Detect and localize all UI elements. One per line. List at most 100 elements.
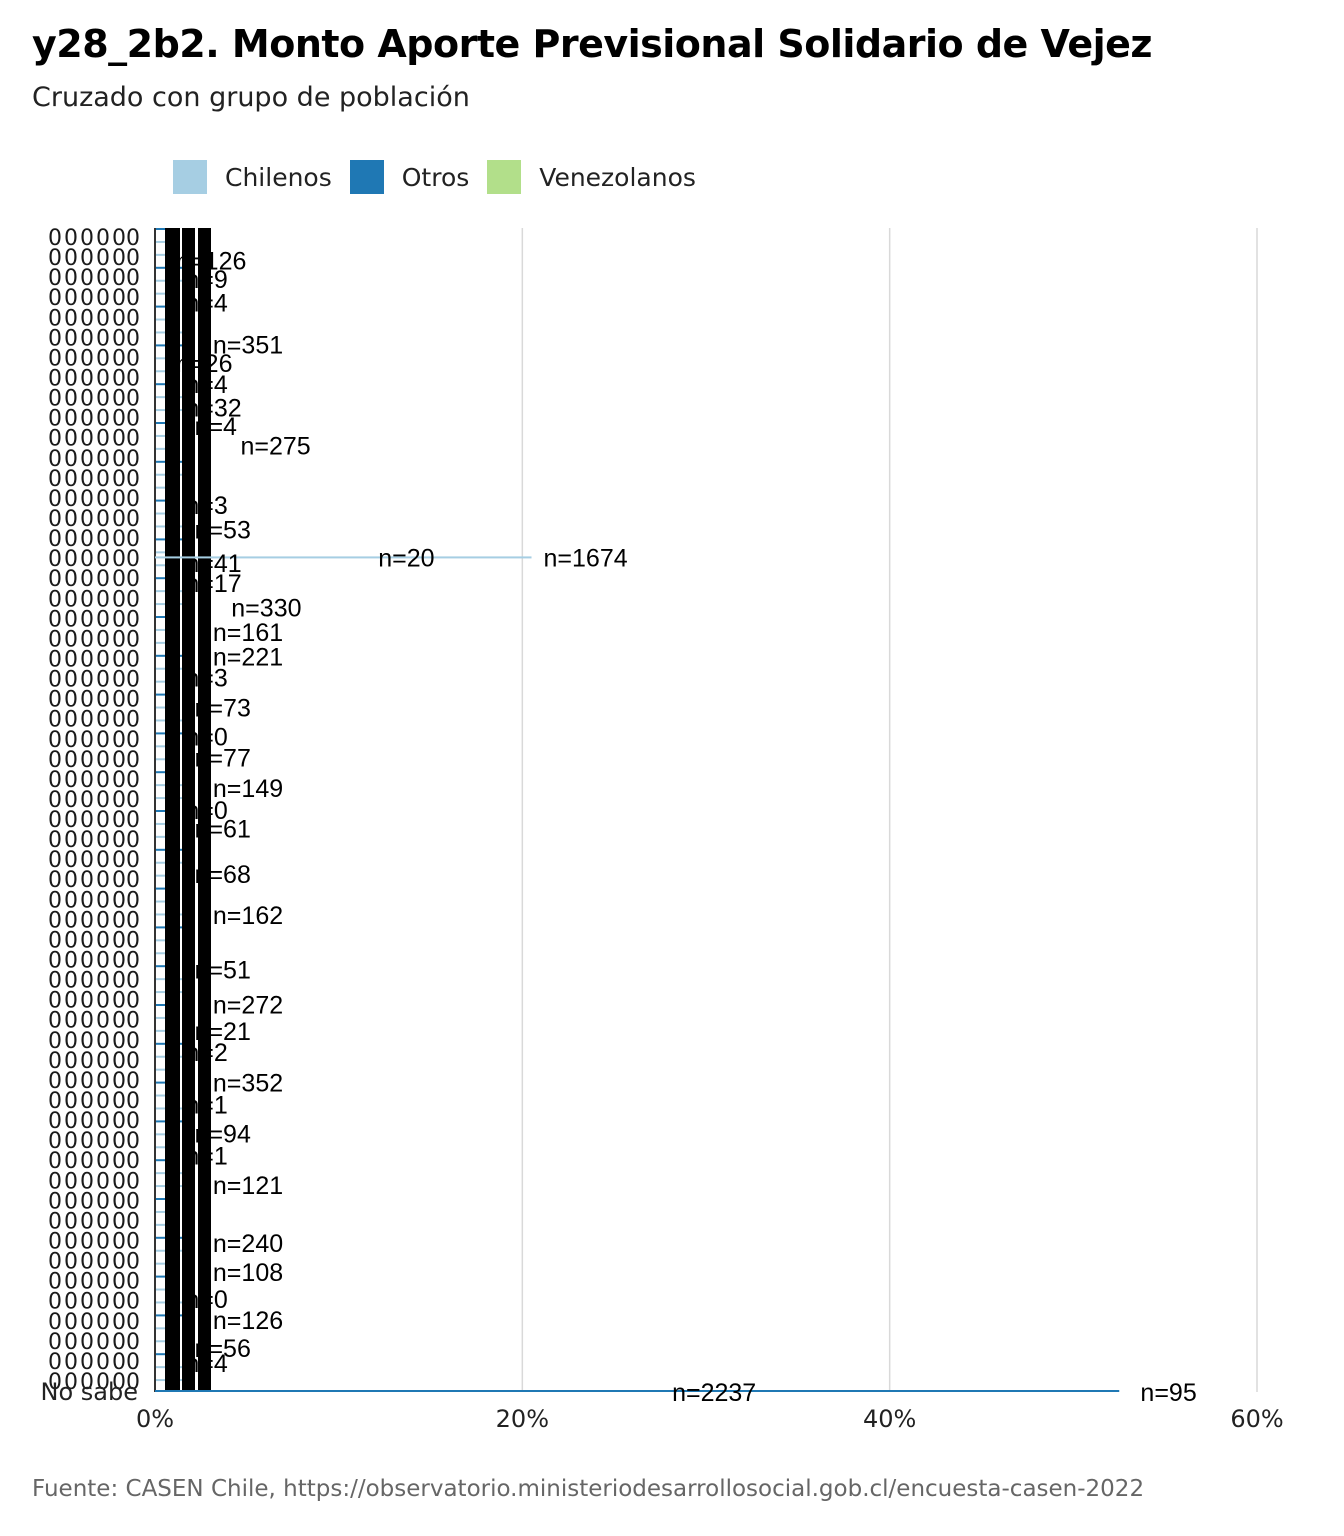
y-tick-label: 0: [48, 708, 62, 733]
y-tick-label: 0: [48, 1250, 62, 1275]
y-tick-label: 0: [126, 989, 140, 1014]
x-tick-label: 20%: [496, 1405, 549, 1433]
legend-label-chilenos: Chilenos: [225, 162, 332, 192]
bar: [155, 1133, 167, 1136]
y-tick-label: 0: [64, 1169, 78, 1194]
y-tick-label: 0: [80, 808, 94, 833]
y-tick-label: 0: [80, 306, 94, 331]
bar: [155, 693, 173, 696]
y-tick-label: 0: [80, 647, 94, 672]
y-tick-label: 0: [112, 848, 126, 873]
data-label: n=20: [378, 544, 434, 572]
bar: [155, 1210, 173, 1213]
y-tick-label: 0: [112, 467, 126, 492]
y-tick-label: 0: [126, 728, 140, 753]
y-tick-label: 0: [48, 1129, 62, 1154]
y-tick-label: 0: [112, 266, 126, 291]
y-tick-label: 0: [64, 928, 78, 953]
y-tick-label: 0: [64, 567, 78, 592]
y-tick-label: 0: [96, 808, 110, 833]
y-tick-label: 0: [96, 969, 110, 994]
data-label: n=275: [240, 433, 310, 461]
y-tick-label: 0: [126, 527, 140, 552]
data-label: n=21: [195, 1018, 251, 1046]
y-tick-label: 0: [80, 768, 94, 793]
y-tick-label: 0: [112, 1129, 126, 1154]
y-tick-label: 0: [48, 527, 62, 552]
y-tick-label: 0: [126, 387, 140, 412]
y-tick-label: 0: [48, 246, 62, 271]
y-tick-label: 0: [96, 708, 110, 733]
y-tick-label: 0: [126, 908, 140, 933]
y-tick-label: 0: [48, 286, 62, 311]
x-tick-label: 0%: [136, 1405, 174, 1433]
y-tick-label: 0: [112, 1149, 126, 1174]
y-tick-label: 0: [48, 768, 62, 793]
bar: [182, 228, 195, 1392]
y-tick-label: 0: [48, 868, 62, 893]
y-tick-label: 0: [80, 467, 94, 492]
data-label: n=3: [185, 664, 227, 692]
legend-swatch-chilenos: [173, 160, 207, 194]
bar: [198, 228, 211, 1392]
y-tick-label: 0: [96, 367, 110, 392]
y-tick-label: 0: [48, 1330, 62, 1355]
y-tick-label: 0: [80, 969, 94, 994]
y-tick-label: 0: [48, 1189, 62, 1214]
y-tick-label: 0: [80, 1029, 94, 1054]
y-tick-label: 0: [126, 1089, 140, 1114]
y-tick-label: 0: [80, 1049, 94, 1074]
data-label: n=272: [213, 991, 283, 1019]
y-tick-label: 0: [80, 367, 94, 392]
bar: [165, 228, 180, 1392]
data-label: n=149: [213, 775, 283, 803]
y-tick-label: 0: [126, 607, 140, 632]
y-tick-label: 0: [48, 1270, 62, 1295]
y-tick-label: 0: [48, 1009, 62, 1034]
bar: [155, 370, 173, 373]
y-tick-label: 0: [96, 1109, 110, 1134]
bar: [155, 228, 167, 230]
y-tick-label: 0: [126, 507, 140, 532]
y-tick-label: 0: [48, 1069, 62, 1094]
y-tick-label: 0: [64, 868, 78, 893]
bar: [155, 1016, 173, 1019]
y-tick-label: 0: [48, 1169, 62, 1194]
y-tick-label: 0: [64, 1089, 78, 1114]
y-tick-label: 0: [96, 949, 110, 974]
y-tick-label: 0: [80, 1350, 94, 1375]
data-label: n=4: [195, 413, 238, 441]
y-tick-label: 0: [96, 226, 110, 251]
y-tick-label: 0: [64, 487, 78, 512]
y-tick-label: 0: [64, 447, 78, 472]
data-label: n=121: [213, 1172, 283, 1200]
x-tick-label: 60%: [1230, 1405, 1283, 1433]
y-tick-label: 0: [112, 387, 126, 412]
y-tick-label: 0: [64, 1270, 78, 1295]
data-label: n=41: [185, 550, 241, 578]
bar: [155, 1340, 173, 1343]
y-tick-label: 0: [80, 688, 94, 713]
y-tick-label: 0: [112, 1109, 126, 1134]
y-tick-label: 0: [96, 647, 110, 672]
y-tick-label: 0: [64, 226, 78, 251]
y-tick-label: 0: [48, 407, 62, 432]
data-label: n=4: [185, 371, 228, 399]
y-tick-label: 0: [96, 487, 110, 512]
data-label: n=3: [185, 492, 227, 520]
y-tick-label: 0: [126, 1149, 140, 1174]
y-tick-label: 0: [96, 447, 110, 472]
data-label: n=4: [185, 1350, 228, 1378]
y-tick-label: 0: [112, 969, 126, 994]
y-tick-label: 0: [112, 1189, 126, 1214]
y-tick-label: 0: [48, 447, 62, 472]
y-tick-label: 0: [96, 567, 110, 592]
y-tick-label: 0: [112, 1350, 126, 1375]
y-tick-label: 0: [48, 1149, 62, 1174]
y-tick-label: 0: [48, 748, 62, 773]
data-label: n=330: [231, 594, 301, 622]
y-tick-label: 0: [64, 1350, 78, 1375]
y-tick-label: 0: [96, 828, 110, 853]
y-tick-label: 0: [126, 969, 140, 994]
y-tick-label: 0: [126, 768, 140, 793]
